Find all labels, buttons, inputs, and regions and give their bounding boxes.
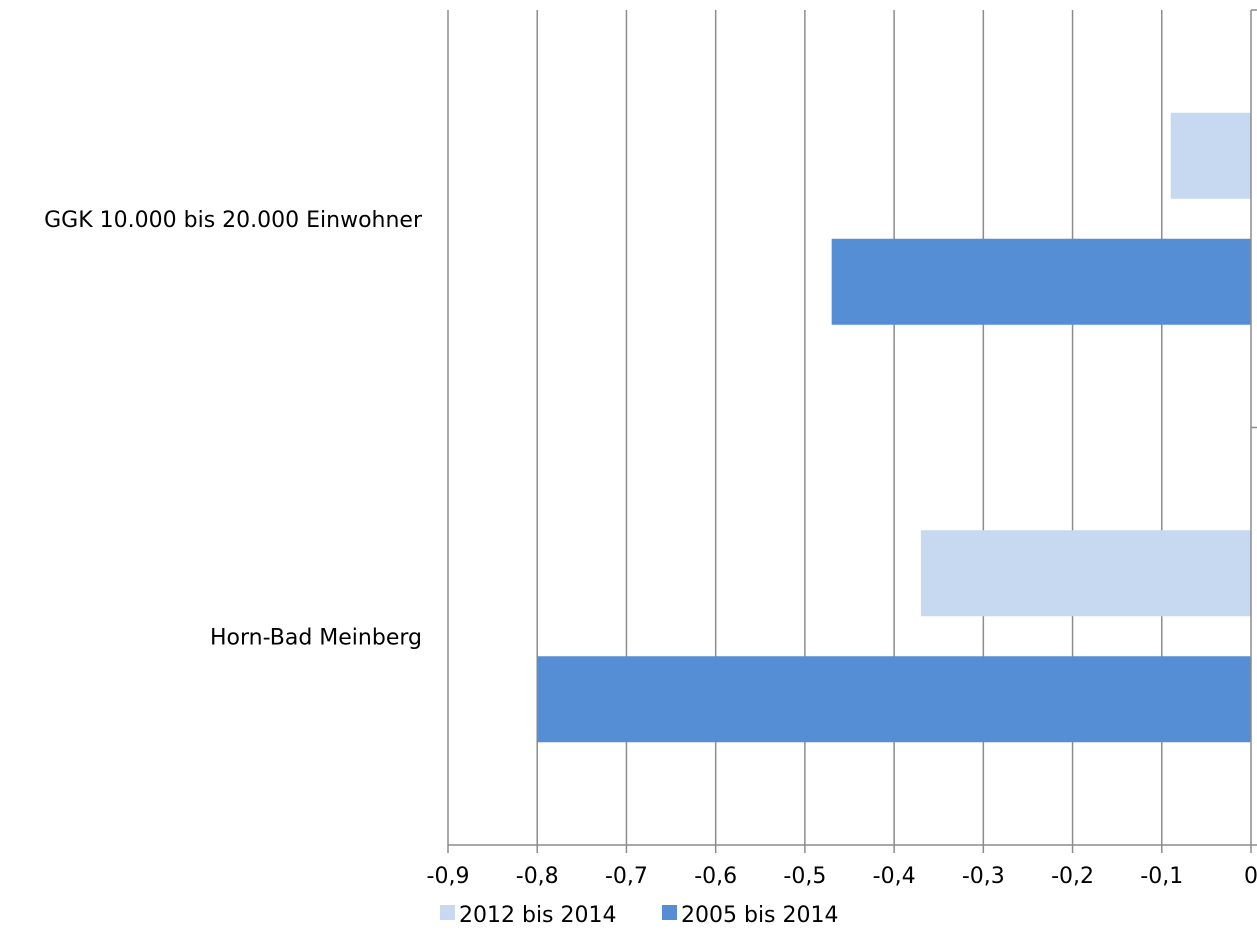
gridlines (447, 10, 1163, 845)
bar-series-2012-2014 (920, 530, 1251, 617)
x-tick-label: -0,6 (694, 864, 737, 889)
bar-series-2005-2014 (537, 656, 1251, 743)
bar-series-2012-2014 (1170, 112, 1251, 199)
legend-label: 2012 bis 2014 (459, 903, 617, 928)
bars (537, 112, 1251, 743)
x-tick-label: -0,9 (427, 864, 470, 889)
x-tick-label: -0,7 (605, 864, 648, 889)
category-label: Horn-Bad Meinberg (210, 625, 422, 650)
category-label: GGK 10.000 bis 20.000 Einwohner (44, 208, 423, 233)
x-tick-label: -0,4 (873, 864, 916, 889)
legend-swatch (440, 905, 455, 920)
x-tick-label: -0,1 (1140, 864, 1183, 889)
legend: 2012 bis 2014 2005 bis 2014 (440, 903, 839, 928)
x-tick-label: 0 (1244, 864, 1257, 889)
x-tick-label: -0,5 (783, 864, 826, 889)
legend-swatch (662, 905, 677, 920)
legend-label: 2005 bis 2014 (681, 903, 839, 928)
labels: -0,9 -0,8 -0,7 -0,6 -0,5 -0,4 -0,3 -0,2 -0,1 0 GGK… (44, 208, 1257, 889)
axes (447, 9, 1257, 853)
bar-series-2005-2014 (831, 238, 1251, 325)
x-tick-label: -0,2 (1051, 864, 1094, 889)
x-tick-label: -0,3 (962, 864, 1005, 889)
x-tick-label: -0,8 (516, 864, 559, 889)
